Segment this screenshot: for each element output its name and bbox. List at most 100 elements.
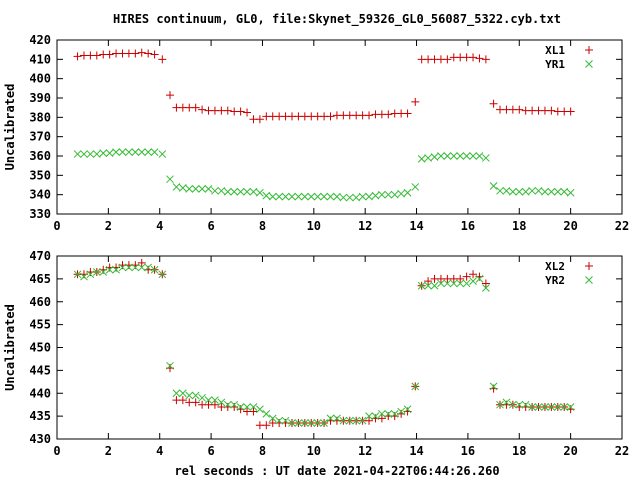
point-yr1 — [150, 148, 159, 156]
y-tick-label: 440 — [29, 386, 51, 400]
point-yr1 — [371, 191, 380, 200]
point-yr2 — [288, 419, 296, 427]
point-yr2 — [281, 416, 290, 425]
point-yr1 — [449, 152, 458, 160]
point-yr2 — [86, 270, 95, 279]
x-tick-label: 22 — [615, 219, 629, 233]
point-xl2 — [481, 279, 490, 288]
point-xl1 — [144, 49, 153, 58]
point-yr2 — [198, 393, 206, 402]
point-yr2 — [300, 419, 309, 427]
point-yr2 — [131, 263, 140, 272]
point-yr1 — [166, 175, 174, 184]
point-yr2 — [352, 416, 361, 425]
point-xl1 — [150, 50, 159, 59]
point-yr2 — [137, 263, 146, 272]
point-xl1 — [158, 55, 167, 64]
point-yr1 — [268, 192, 277, 201]
point-yr2 — [371, 412, 380, 420]
point-yr2 — [566, 403, 575, 411]
point-yr1 — [508, 187, 517, 196]
point-xl1 — [105, 50, 114, 59]
point-yr1 — [456, 152, 465, 160]
y-tick-label: 455 — [29, 318, 51, 332]
bottom-panel: 430 435 440 445 450 455 460 465 470 0 2 4 6 8 10 12 14 16… — [3, 249, 629, 458]
point-yr1 — [73, 150, 82, 158]
point-yr1 — [339, 193, 348, 202]
point-yr1 — [560, 187, 569, 196]
point-yr2 — [294, 419, 303, 427]
point-yr2 — [390, 409, 399, 418]
point-xl1 — [547, 106, 556, 115]
point-yr2 — [158, 270, 167, 279]
point-yr2 — [236, 403, 245, 411]
point-xl2 — [262, 421, 271, 430]
x-tick-label: 0 — [53, 219, 60, 233]
point-yr2 — [515, 400, 524, 409]
point-xl1 — [365, 111, 374, 120]
point-yr2 — [262, 409, 271, 418]
point-xl1 — [92, 51, 101, 60]
x-tick-label: 20 — [563, 219, 577, 233]
y-tick-label: 420 — [29, 33, 51, 47]
legend-marker-yr2 — [585, 276, 593, 284]
point-yr2 — [449, 279, 458, 288]
point-yr2 — [191, 391, 200, 400]
x-tick-label: 22 — [615, 444, 629, 458]
point-yr2 — [178, 389, 187, 398]
x-tick-label: 20 — [563, 444, 577, 458]
point-yr2 — [217, 398, 226, 407]
point-yr2 — [528, 403, 536, 411]
point-yr2 — [172, 389, 181, 398]
point-yr2 — [92, 268, 101, 276]
x-tick-label: 18 — [512, 444, 526, 458]
point-yr1 — [352, 193, 361, 202]
point-yr2 — [547, 403, 556, 411]
x-tick-label: 14 — [409, 444, 423, 458]
point-yr1 — [112, 148, 120, 156]
point-yr1 — [300, 192, 309, 201]
point-yr2 — [307, 419, 316, 427]
point-yr2 — [211, 396, 219, 404]
point-yr1 — [86, 150, 95, 158]
point-yr2 — [73, 270, 82, 279]
point-yr1 — [105, 149, 114, 157]
point-yr2 — [125, 263, 133, 272]
point-yr2 — [411, 382, 420, 391]
point-yr1 — [275, 192, 284, 201]
point-xl2 — [462, 272, 471, 281]
point-xl2 — [365, 416, 374, 425]
point-yr2 — [384, 409, 393, 418]
y-tick-label: 380 — [29, 110, 51, 124]
point-yr2 — [144, 263, 153, 272]
point-yr1 — [496, 186, 504, 195]
point-yr1 — [80, 150, 88, 158]
legend-label-yr2: YR2 — [545, 274, 565, 287]
point-yr1 — [313, 192, 322, 201]
x-tick-label: 8 — [259, 444, 266, 458]
point-yr2 — [166, 361, 174, 370]
point-yr1 — [118, 148, 127, 156]
point-yr2 — [560, 403, 569, 411]
point-yr1 — [172, 183, 181, 191]
point-yr2 — [430, 281, 439, 290]
x-tick-label: 16 — [461, 444, 475, 458]
y-tick-label: 390 — [29, 91, 51, 105]
point-yr1 — [211, 186, 219, 195]
point-yr2 — [333, 414, 341, 423]
point-yr1 — [541, 187, 549, 196]
y-tick-label: 410 — [29, 52, 51, 66]
y-tick-label: 435 — [29, 409, 51, 423]
point-yr2 — [475, 275, 484, 283]
point-yr2 — [313, 419, 322, 427]
point-yr2 — [268, 414, 277, 423]
x-axis-label: rel seconds : UT date 2021-04-22T06:44:2… — [174, 464, 499, 478]
point-yr1 — [528, 186, 536, 195]
point-yr2 — [397, 407, 405, 416]
point-yr1 — [236, 187, 245, 196]
legend-marker-xl2 — [585, 262, 593, 270]
point-xl2 — [249, 407, 258, 416]
point-yr2 — [230, 400, 239, 409]
point-yr2 — [508, 400, 517, 409]
